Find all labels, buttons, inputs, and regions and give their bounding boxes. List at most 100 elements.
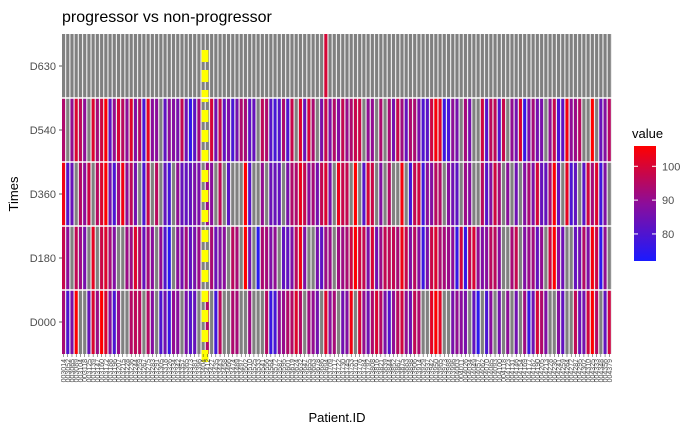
highlight-segment (201, 170, 209, 182)
heatmap-cell (383, 290, 387, 354)
heatmap-cell (375, 162, 379, 226)
heatmap-cell (74, 226, 78, 290)
heatmap-cell (100, 290, 104, 354)
heatmap-cell (142, 162, 146, 226)
heatmap-cell (121, 98, 125, 162)
x-tick-label: 003655 (306, 359, 313, 382)
heatmap-cell (366, 98, 370, 162)
heatmap-cell (91, 290, 95, 354)
heatmap-cell (231, 98, 235, 162)
x-tick-label: 004310 (586, 359, 593, 382)
heatmap-cell (74, 162, 78, 226)
heatmap-cell (74, 290, 78, 354)
heatmap-cell (459, 226, 463, 290)
heatmap-cell (180, 226, 184, 290)
heatmap-cell (430, 98, 434, 162)
heatmap-cell (485, 34, 489, 98)
heatmap-cell (248, 290, 252, 354)
legend-title: value (632, 126, 663, 141)
x-tick-label: 003291 (154, 359, 161, 382)
heatmap-cell (379, 162, 383, 226)
x-tick-label: 004190 (535, 359, 542, 382)
x-tick-label: 003118 (82, 359, 89, 382)
heatmap-cell (95, 162, 99, 226)
heatmap-cell (311, 34, 315, 98)
heatmap-cell (472, 226, 476, 290)
heatmap-cell (290, 162, 294, 226)
heatmap-cell (180, 34, 184, 98)
heatmap-cell (315, 34, 319, 98)
heatmap-cell (269, 290, 273, 354)
heatmap-cell (125, 34, 129, 98)
heatmap-cell (146, 34, 150, 98)
heatmap-cell (421, 226, 425, 290)
x-tick-label: 004259 (560, 359, 567, 382)
heatmap-cell (125, 162, 129, 226)
heatmap-cell (455, 98, 459, 162)
highlight-segment (201, 90, 209, 102)
heatmap-cell (332, 226, 336, 290)
heatmap-cell (387, 34, 391, 98)
heatmap-cell (599, 162, 603, 226)
heatmap-cell (222, 98, 226, 162)
x-tick-label: 003875 (399, 359, 406, 382)
heatmap-cell (188, 226, 192, 290)
x-tick-label: 003709 (328, 359, 335, 382)
heatmap-cell (112, 98, 116, 162)
heatmap-cell (451, 290, 455, 354)
heatmap-cell (210, 34, 214, 98)
heatmap-cell (104, 290, 108, 354)
heatmap-cell (176, 226, 180, 290)
heatmap-cell (167, 226, 171, 290)
heatmap-cell (307, 226, 311, 290)
heatmap-cell (155, 34, 159, 98)
heatmap-cell (578, 34, 582, 98)
heatmap-cell (451, 98, 455, 162)
heatmap-cell (180, 290, 184, 354)
highlight-segment (201, 270, 209, 282)
heatmap-cell (425, 162, 429, 226)
heatmap-cell (163, 98, 167, 162)
heatmap-cell (108, 162, 112, 226)
y-tick-label: D180 (30, 253, 56, 265)
heatmap-cell (78, 162, 82, 226)
heatmap-cell (282, 34, 286, 98)
heatmap-cell (510, 34, 514, 98)
heatmap-cell (155, 162, 159, 226)
heatmap-cell (176, 34, 180, 98)
heatmap-cell (163, 290, 167, 354)
heatmap-cell (256, 290, 260, 354)
x-tick-label: 003396 (196, 359, 203, 382)
x-tick-label: 003502 (243, 359, 250, 382)
heatmap-cell (205, 34, 209, 98)
heatmap-cell (451, 226, 455, 290)
heatmap-cell (400, 34, 404, 98)
heatmap-cell (514, 34, 518, 98)
heatmap-cell (383, 162, 387, 226)
heatmap-cell (502, 98, 506, 162)
heatmap-cell (104, 34, 108, 98)
heatmap-cell (294, 162, 298, 226)
heatmap-cell (447, 290, 451, 354)
heatmap-cell (523, 34, 527, 98)
heatmap-cell (256, 226, 260, 290)
heatmap-cell (438, 290, 442, 354)
heatmap-cell (142, 34, 146, 98)
heatmap-cell (66, 34, 70, 98)
heatmap-cell (282, 98, 286, 162)
heatmap-cell (527, 98, 531, 162)
heatmap-cell (480, 162, 484, 226)
heatmap-cell (421, 34, 425, 98)
heatmap-cell (404, 226, 408, 290)
heatmap-cell (231, 226, 235, 290)
heatmap-cell (320, 98, 324, 162)
heatmap-cell (506, 290, 510, 354)
heatmap-cell (78, 98, 82, 162)
heatmap-cell (447, 98, 451, 162)
x-tick-label: 003104 (78, 359, 85, 382)
heatmap-cell (497, 34, 501, 98)
heatmap-cell (489, 226, 493, 290)
heatmap-cell (298, 226, 302, 290)
heatmap-cell (366, 34, 370, 98)
x-tick-label: 003381 (192, 359, 199, 382)
